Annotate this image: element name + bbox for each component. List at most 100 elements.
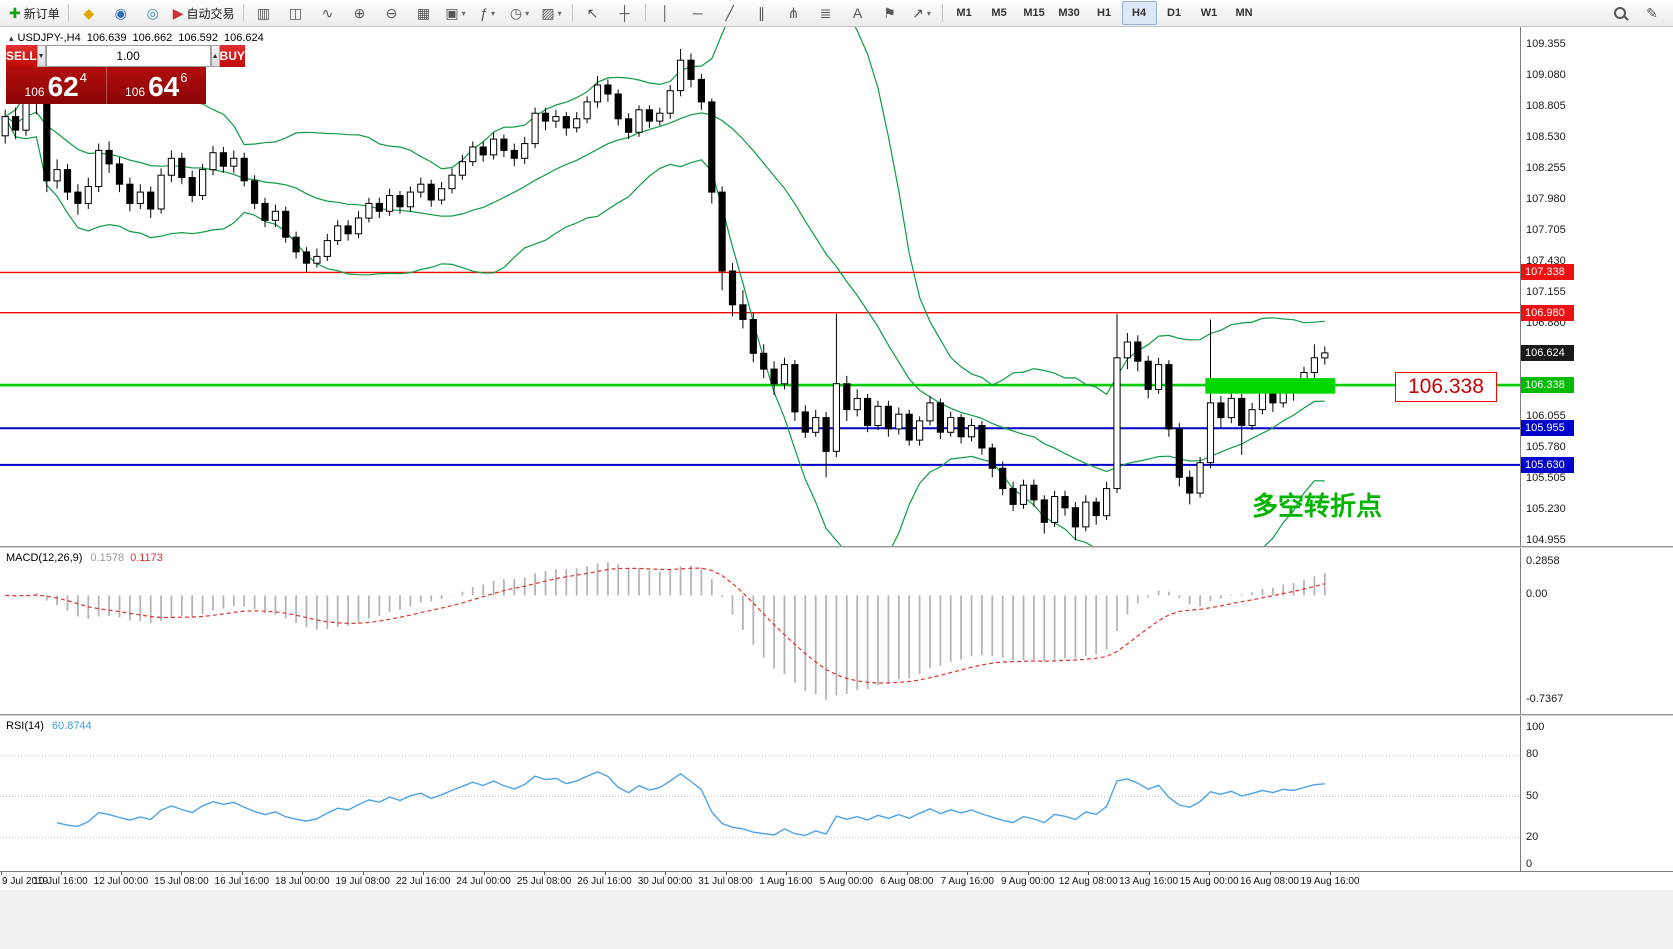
price-tick-label: 104.955 [1526,534,1566,546]
price-callout-label[interactable]: 106.338 [1395,372,1497,402]
macd-main-value: 0.1578 [90,552,125,564]
sell-button[interactable]: SELL [6,45,37,67]
highlight-zone-rect[interactable] [1205,378,1336,394]
time-tick [1269,872,1271,875]
indicators-icon: ƒ [480,5,488,21]
candlestick-chart-button[interactable]: ◫ [280,1,312,25]
rsi-panel-canvas[interactable] [0,716,1520,871]
level-lines-layer[interactable] [0,271,1520,466]
panel-splitter[interactable] [0,546,1673,548]
panel-splitter[interactable] [0,714,1673,716]
price-tick-label: 109.080 [1526,69,1566,81]
fibonacci-button[interactable]: ≣ [810,1,842,25]
candlestick-chart-icon: ◫ [288,5,303,21]
time-tick [302,872,304,875]
time-label: 18 Jul 00:00 [275,876,330,887]
time-label: 10 Jul 16:00 [33,876,88,887]
timeframe-m1-button[interactable]: M1 [947,1,982,25]
rsi-tick-label: 80 [1526,748,1539,760]
timeframe-w1-button[interactable]: W1 [1192,1,1227,25]
timeframe-m5-button[interactable]: M5 [982,1,1017,25]
price-tick-label: 105.505 [1526,472,1566,484]
templates-button[interactable]: ▨ ▾ [536,1,568,25]
text-icon: A [852,5,863,21]
toolbar-buttons: ✚ 新订单 ◆ ◉ ◎ ▶ 自动交易 ▥ ◫ ∿ ⊕ ⊖ ▦ ▣ ▾ ƒ ▾ ◷ ▾ ▨ ▾ ↖ ┼ │ ─ ╱ ∥ ⋔ ≣ A ⚑ ↗ ▾ M1… [5,1,1262,25]
autotrading-button[interactable]: ▶ 自动交易 [169,1,239,25]
timeframe-d1-button[interactable]: D1 [1157,1,1192,25]
zoom-out-button[interactable]: ⊖ [376,1,408,25]
timeframe-h4-button[interactable]: H4 [1121,1,1157,25]
ask-price[interactable]: 106 64 6 [107,67,207,104]
text-label-button[interactable]: ⚑ [874,1,906,25]
templates-icon: ▨ [541,5,555,21]
volume-input[interactable] [45,45,211,67]
macd-signal-value: 0.1173 [130,552,163,564]
crosshair-button[interactable]: ┼ [609,1,641,25]
andrews-pitchfork-icon: ⋔ [787,5,800,21]
time-tick [181,872,183,875]
search-button[interactable] [1604,1,1636,25]
price-tick-label: 107.705 [1526,224,1566,236]
tile-windows-icon: ▦ [416,5,431,21]
new-order-button[interactable]: ✚ 新订单 [5,1,64,25]
buy-button[interactable]: BUY [219,45,245,67]
time-tick [0,872,2,875]
new-order-icon: ✚ [9,5,21,21]
vertical-line-button[interactable]: │ [650,1,682,25]
price-tick-label: 108.530 [1526,131,1566,143]
time-tick [1330,872,1331,875]
timeframe-m30-button[interactable]: M30 [1052,1,1087,25]
refresh-data-button[interactable]: ◎ [137,1,169,25]
auto-arrange-button[interactable]: ▣ ▾ [440,1,472,25]
metaeditor-icon: ◆ [83,5,95,21]
timeframe-m15-button[interactable]: M15 [1017,1,1052,25]
bar-chart-icon: ▥ [256,5,271,21]
text-label-icon: ⚑ [883,5,896,21]
cursor-button[interactable]: ↖ [577,1,609,25]
candles-layer[interactable] [1,48,1329,541]
price-badge: 106.980 [1521,305,1574,321]
search-icon [1614,7,1626,19]
bid-price[interactable]: 106 62 4 [6,67,107,104]
time-label: 24 Jul 00:00 [456,876,511,887]
equidistant-channel-button[interactable]: ∥ [746,1,778,25]
andrews-pitchfork-button[interactable]: ⋔ [778,1,810,25]
autotrading-icon: ▶ [172,5,184,21]
zoom-in-button[interactable]: ⊕ [344,1,376,25]
price-axis[interactable]: 109.355 109.080 108.805 108.530 108.255 107.9… [1520,27,1673,546]
text-button[interactable]: A [842,1,874,25]
rsi-axis: 100 80 50 20 0 [1520,716,1673,871]
horizontal-line-button[interactable]: ─ [682,1,714,25]
one-click-trading-panel: SELL ▼ ▲ BUY 106 62 4 106 64 6 [6,45,245,104]
bar-chart-button[interactable]: ▥ [248,1,280,25]
time-label: 6 Aug 08:00 [880,876,934,887]
metaeditor-button[interactable]: ◆ [73,1,105,25]
toolbar-separator [242,4,244,22]
time-tick [1209,872,1211,875]
chart-symbol-icon: ▴ [9,33,14,43]
market-watch-button[interactable]: ◉ [105,1,137,25]
time-axis[interactable]: 9 Jul 2019 10 Jul 16:00 12 Jul 00:00 15 Jul… [0,871,1673,890]
indicators-button[interactable]: ƒ ▾ [472,1,504,25]
dropdown-caret-icon: ▾ [461,8,466,18]
time-tick [483,872,485,875]
timeframe-h1-button[interactable]: H1 [1087,1,1122,25]
arrow-objects-button[interactable]: ↗ ▾ [906,1,938,25]
periods-button[interactable]: ◷ ▾ [504,1,536,25]
time-label: 5 Aug 00:00 [819,876,874,887]
chinese-annotation-text[interactable]: 多空转折点 [1252,491,1383,521]
quick-edit-button[interactable]: ✎ [1636,1,1668,25]
line-chart-button[interactable]: ∿ [312,1,344,25]
main-chart-canvas[interactable] [0,27,1520,546]
time-label: 1 Aug 16:00 [759,876,813,887]
time-label: 26 Jul 16:00 [577,876,632,887]
volume-dropdown-button[interactable]: ▼ [36,45,46,67]
time-label: 12 Aug 08:00 [1058,876,1118,887]
timeframe-mn-button[interactable]: MN [1227,1,1262,25]
tile-windows-button[interactable]: ▦ [408,1,440,25]
macd-panel-canvas[interactable] [0,548,1520,714]
volume-increase-button[interactable]: ▲ [210,45,220,67]
time-label: 19 Jul 08:00 [335,876,390,887]
trendline-button[interactable]: ╱ [714,1,746,25]
price-badge: 107.338 [1521,264,1574,280]
